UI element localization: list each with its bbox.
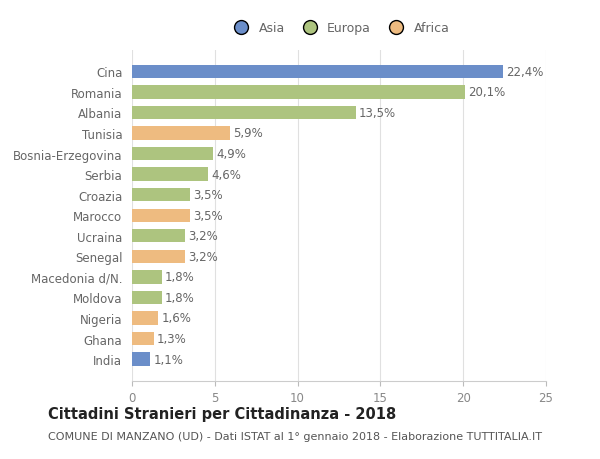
Bar [132, 353, 150, 366]
Bar [132, 332, 154, 346]
Bar [132, 86, 465, 99]
Bar [132, 209, 190, 223]
Bar [132, 230, 185, 243]
Text: 3,2%: 3,2% [188, 250, 218, 263]
Bar [132, 189, 190, 202]
Text: 1,8%: 1,8% [165, 291, 195, 304]
Bar [132, 250, 185, 263]
Bar [132, 127, 230, 140]
Text: 1,1%: 1,1% [154, 353, 184, 366]
Text: 3,2%: 3,2% [188, 230, 218, 243]
Text: 3,5%: 3,5% [193, 209, 223, 222]
Bar [132, 147, 213, 161]
Text: 1,6%: 1,6% [162, 312, 191, 325]
Text: 5,9%: 5,9% [233, 127, 263, 140]
Text: 13,5%: 13,5% [359, 106, 396, 120]
Text: 3,5%: 3,5% [193, 189, 223, 202]
Bar [132, 271, 162, 284]
Text: 4,6%: 4,6% [211, 168, 241, 181]
Text: COMUNE DI MANZANO (UD) - Dati ISTAT al 1° gennaio 2018 - Elaborazione TUTTITALIA: COMUNE DI MANZANO (UD) - Dati ISTAT al 1… [48, 431, 542, 442]
Bar [132, 66, 503, 79]
Text: 22,4%: 22,4% [506, 66, 544, 78]
Bar [132, 106, 356, 120]
Text: 20,1%: 20,1% [468, 86, 505, 99]
Text: 1,8%: 1,8% [165, 271, 195, 284]
Bar [132, 168, 208, 181]
Bar [132, 312, 158, 325]
Bar [132, 291, 162, 304]
Text: 4,9%: 4,9% [217, 148, 247, 161]
Text: Cittadini Stranieri per Cittadinanza - 2018: Cittadini Stranieri per Cittadinanza - 2… [48, 406, 396, 421]
Text: 1,3%: 1,3% [157, 332, 187, 345]
Legend: Asia, Europa, Africa: Asia, Europa, Africa [223, 17, 455, 40]
